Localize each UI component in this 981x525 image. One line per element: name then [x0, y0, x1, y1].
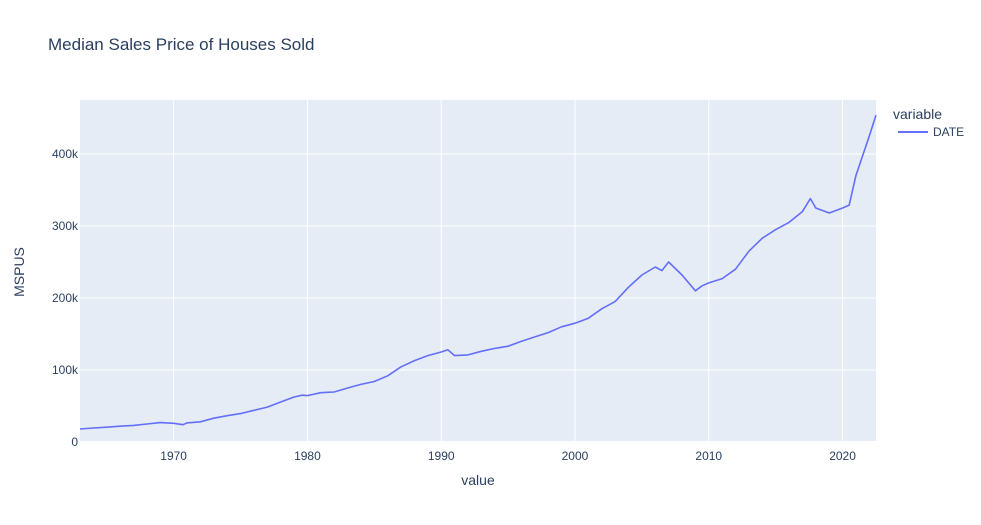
- plot-area: [80, 100, 876, 442]
- chart-title: Median Sales Price of Houses Sold: [48, 35, 314, 54]
- x-axis-ticks: 1970 1980 1990 2000 2010 2020: [160, 449, 856, 463]
- x-axis-title: value: [461, 472, 495, 488]
- legend-label: DATE: [933, 125, 964, 139]
- legend: variable DATE: [893, 106, 964, 139]
- x-tick-label: 1970: [160, 449, 187, 463]
- y-tick-label: 300k: [52, 219, 79, 233]
- x-tick-label: 2000: [562, 449, 589, 463]
- legend-title: variable: [893, 106, 942, 122]
- legend-item-date[interactable]: DATE: [898, 125, 964, 139]
- y-tick-label: 100k: [52, 363, 79, 377]
- y-tick-label: 0: [71, 435, 78, 449]
- y-tick-label: 200k: [52, 291, 79, 305]
- y-gridlines: [80, 153, 876, 443]
- x-tick-label: 2020: [829, 449, 856, 463]
- y-tick-label: 400k: [52, 147, 79, 161]
- y-axis-ticks: 0 100k 200k 300k 400k: [52, 147, 79, 449]
- x-tick-label: 1980: [294, 449, 321, 463]
- x-gridlines: [173, 100, 844, 442]
- series-line-date: [79, 114, 877, 430]
- x-tick-label: 2010: [695, 449, 722, 463]
- x-tick-label: 1990: [428, 449, 455, 463]
- y-axis-title: MSPUS: [11, 247, 27, 297]
- series-layer: [79, 114, 877, 430]
